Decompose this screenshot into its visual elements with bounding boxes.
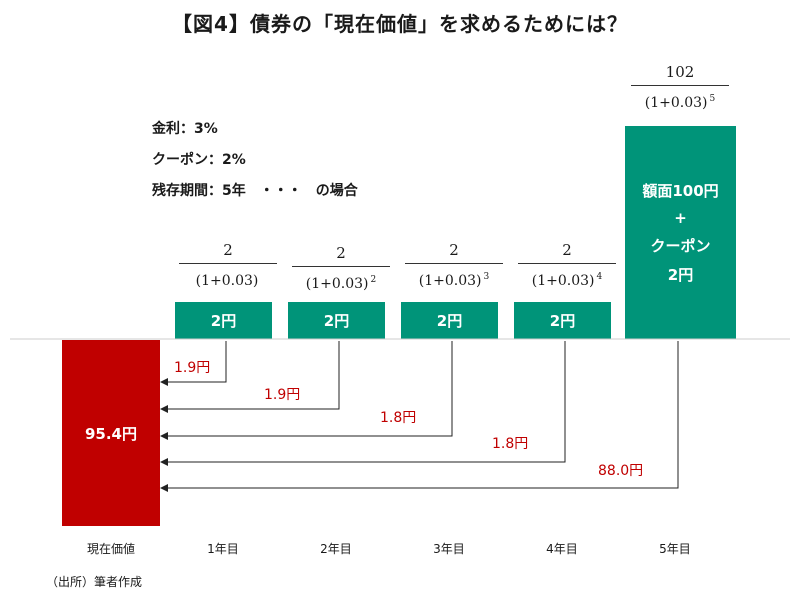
face-value-bar-year5: 額面100円 + クーポン 2円	[625, 126, 736, 339]
fraction-numerator: 102	[665, 63, 695, 81]
condition-coupon: クーポン：2%	[152, 152, 246, 168]
fraction-year3: 2 (1+0.03) 3	[399, 240, 509, 290]
fraction-denominator: (1+0.03)	[644, 95, 708, 111]
fraction-denominator: (1+0.03)	[531, 273, 595, 289]
fraction-numerator: 2	[223, 241, 233, 259]
source-note: （出所）筆者作成	[46, 575, 143, 589]
fraction-numerator: 2	[449, 241, 459, 259]
fraction-year2: 2 (1+0.03) 2	[286, 243, 396, 293]
x-label-present-value: 現在価値	[86, 542, 135, 556]
fraction-exponent: 3	[483, 272, 490, 282]
arrow-year2	[160, 341, 340, 413]
pv-value-year1: 1.9円	[174, 360, 211, 376]
arrow-year1	[160, 341, 227, 386]
coupon-bar-year1: 2円	[175, 302, 272, 339]
face-value-label: 額面100円	[642, 182, 719, 200]
pv-value-year3: 1.8円	[380, 410, 417, 426]
x-label-year3: 3年目	[433, 542, 465, 556]
arrow-year3	[160, 341, 453, 440]
fraction-year4: 2 (1+0.03) 4	[512, 240, 622, 290]
pv-value-year2: 1.9円	[264, 387, 301, 403]
arrow-year4	[160, 341, 566, 466]
x-label-year1: 1年目	[207, 542, 239, 556]
figure-title: 【図4】債券の「現在価値」を求めるためには？	[172, 12, 628, 36]
coupon-label: クーポン	[650, 237, 711, 255]
fraction-exponent: 5	[709, 94, 716, 104]
fraction-exponent: 2	[370, 275, 377, 285]
x-label-year5: 5年目	[659, 542, 691, 556]
condition-term: 残存期間：5年 ・・・ の場合	[152, 183, 358, 199]
fraction-numerator: 2	[336, 244, 346, 262]
pv-value-year5: 88.0円	[598, 463, 644, 479]
fraction-numerator: 2	[562, 241, 572, 259]
coupon-bar-year4: 2円	[514, 302, 611, 339]
fraction-year1: 2 (1+0.03)	[173, 240, 283, 290]
x-label-year2: 2年目	[320, 542, 352, 556]
condition-rate: 金利：3%	[152, 121, 218, 137]
arrow-year5	[160, 341, 679, 492]
fraction-year5: 102 (1+0.03) 5	[625, 62, 735, 112]
fraction-denominator: (1+0.03)	[418, 273, 482, 289]
fraction-denominator: (1+0.03)	[305, 276, 369, 292]
fraction-denominator: (1+0.03)	[195, 273, 259, 289]
pv-value-year4: 1.8円	[492, 436, 529, 452]
x-label-year4: 4年目	[546, 542, 578, 556]
coupon-bar-year2: 2円	[288, 302, 385, 339]
coupon-bar-year3: 2円	[401, 302, 498, 339]
coupon-amount: 2円	[667, 266, 694, 284]
plus-sign: +	[674, 209, 687, 227]
present-value-bar: 95.4円	[62, 340, 160, 526]
fraction-exponent: 4	[596, 272, 603, 282]
